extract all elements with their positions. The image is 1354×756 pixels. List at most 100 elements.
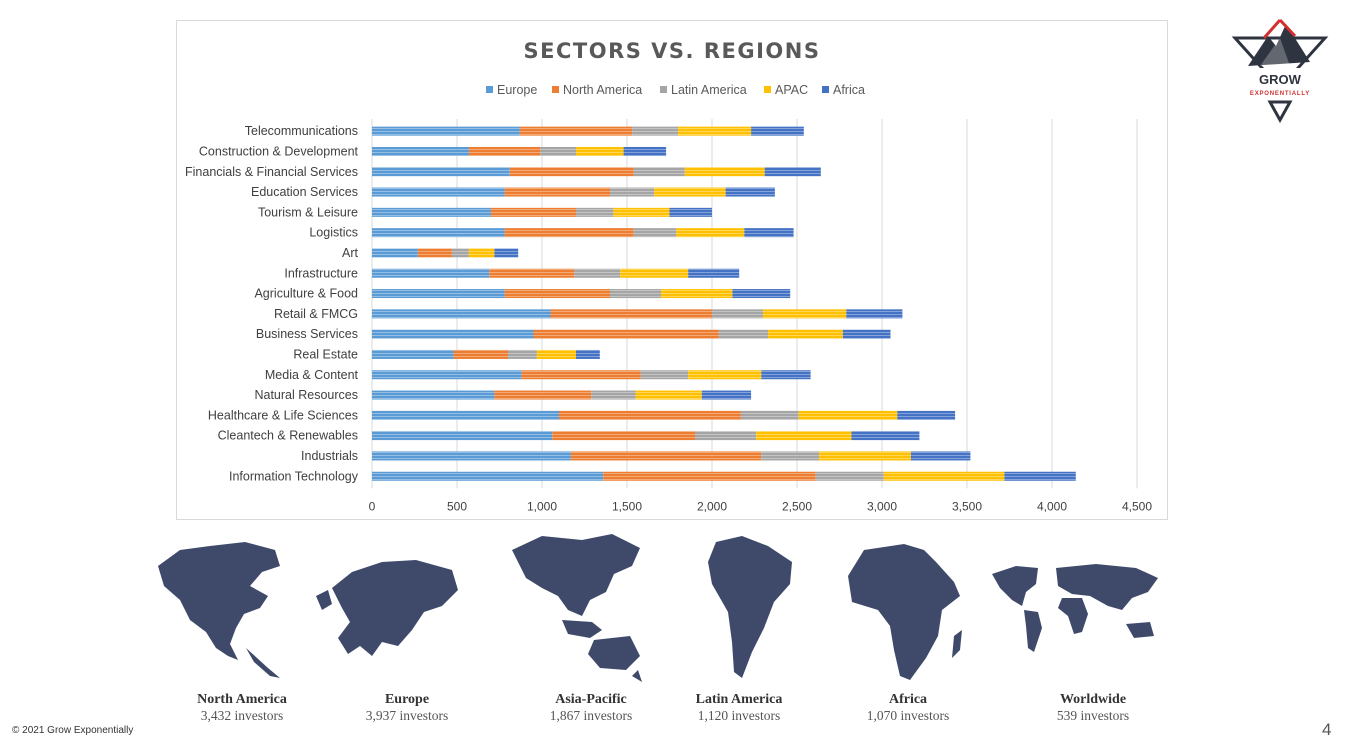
bar-segment-latin-america: [574, 268, 621, 278]
bar-segment-europe: [372, 167, 510, 177]
bar-segment-north-america: [468, 146, 541, 156]
bar-segment-africa: [494, 248, 519, 258]
bar-segment-latin-america: [632, 126, 678, 136]
region-investor-count: 3,937 investors: [365, 708, 449, 723]
region-worldwide: Worldwide 539 investors: [1008, 692, 1178, 724]
bar-segment-apac: [635, 390, 702, 400]
region-name: North America: [197, 692, 287, 707]
region-name: Asia-Pacific: [555, 692, 627, 707]
europe-map-icon: [316, 560, 458, 656]
region-north-america: North America 3,432 investors: [157, 692, 327, 724]
chart-panel: SECTORS VS. REGIONS Europe North America La…: [176, 20, 1168, 520]
bar-segment-apac: [768, 329, 843, 339]
legend-label-north-america: North America: [563, 83, 642, 97]
bar-segment-north-america: [603, 471, 816, 481]
bar-segment-latin-america: [576, 207, 614, 217]
region-maps: [150, 528, 1180, 688]
bar-segment-north-america: [552, 431, 695, 441]
bar-segment-africa: [897, 410, 956, 420]
bar-segment-europe: [372, 370, 522, 380]
legend-label-europe: Europe: [497, 83, 537, 97]
bar-segment-apac: [883, 471, 1005, 481]
bar-segment-europe: [372, 431, 553, 441]
bar-segment-latin-america: [451, 248, 469, 258]
bar-segment-apac: [678, 126, 752, 136]
x-tick-label: 500: [447, 499, 467, 513]
bar-segment-europe: [372, 268, 490, 278]
bar-segment-africa: [725, 187, 775, 197]
bar-segment-north-america: [504, 289, 610, 299]
bar-segment-apac: [819, 451, 911, 461]
bar-segment-north-america: [521, 370, 641, 380]
category-label: Healthcare & Life Sciences: [208, 408, 358, 422]
logo-word-grow: GROW: [1259, 72, 1302, 87]
bar-segment-north-america: [491, 207, 576, 217]
bar-segment-europe: [372, 126, 520, 136]
bar-segment-latin-america: [740, 410, 799, 420]
bar-segment-latin-america: [718, 329, 769, 339]
region-investor-count: 1,867 investors: [549, 708, 633, 723]
bar-segment-apac: [536, 349, 576, 359]
bar-segment-africa: [751, 126, 804, 136]
bar-segment-north-america: [494, 390, 592, 400]
bar-segment-africa: [846, 309, 903, 319]
africa-map-icon: [848, 544, 962, 680]
bar-segment-apac: [684, 167, 765, 177]
bar-segment-africa: [1004, 471, 1076, 481]
x-tick-label: 2,000: [697, 499, 727, 513]
stacked-bar-chart: SECTORS VS. REGIONS Europe North America La…: [185, 39, 1152, 513]
bar-segment-africa: [688, 268, 740, 278]
region-investor-count: 1,070 investors: [866, 708, 950, 723]
bar-segment-apac: [613, 207, 670, 217]
bar-segment-africa: [576, 349, 600, 359]
bar-segment-north-america: [504, 187, 610, 197]
bar-segment-apac: [468, 248, 495, 258]
bar-segment-north-america: [570, 451, 762, 461]
category-label: Logistics: [309, 226, 358, 240]
legend-swatch-latin-america: [660, 86, 667, 93]
legend-label-apac: APAC: [775, 83, 808, 97]
bar-segment-north-america: [489, 268, 575, 278]
bar-segment-europe: [372, 248, 418, 258]
region-investor-count: 539 investors: [1056, 708, 1130, 723]
category-label: Financials & Financial Services: [185, 165, 358, 179]
bar-segment-africa: [701, 390, 752, 400]
x-tick-label: 3,500: [952, 499, 982, 513]
category-label: Media & Content: [265, 368, 359, 382]
bar-segment-europe: [372, 390, 495, 400]
north-america-map-icon: [158, 542, 280, 678]
world-map-icon: [992, 564, 1158, 652]
legend-swatch-africa: [822, 86, 829, 93]
bar-segment-europe: [372, 471, 604, 481]
region-africa: Africa 1,070 investors: [823, 692, 993, 724]
bar-segment-europe: [372, 451, 571, 461]
bar-segment-latin-america: [712, 309, 763, 319]
legend-swatch-europe: [486, 86, 493, 93]
asia-pacific-map-icon: [512, 534, 642, 682]
bar-segment-latin-america: [761, 451, 820, 461]
bar-segment-apac: [661, 289, 733, 299]
region-investor-count: 3,432 investors: [200, 708, 284, 723]
region-name: Africa: [888, 692, 928, 707]
category-label: Art: [342, 246, 359, 260]
x-tick-label: 2,500: [782, 499, 812, 513]
bar-segment-latin-america: [633, 228, 677, 238]
latin-america-map-icon: [708, 536, 792, 678]
bar-segment-africa: [623, 146, 667, 156]
bar-segment-apac: [688, 370, 762, 380]
bar-segment-africa: [851, 431, 920, 441]
x-tick-label: 4,500: [1122, 499, 1152, 513]
bar-segment-apac: [654, 187, 726, 197]
category-label: Agriculture & Food: [254, 287, 358, 301]
category-label: Real Estate: [293, 347, 358, 361]
bar-segment-north-america: [533, 329, 719, 339]
bar-segment-europe: [372, 187, 505, 197]
footer-copyright: © 2021 Grow Exponentially: [12, 725, 134, 736]
region-latin-america: Latin America 1,120 investors: [654, 692, 824, 724]
x-tick-label: 4,000: [1037, 499, 1067, 513]
bar-segment-europe: [372, 349, 454, 359]
category-label: Industrials: [301, 449, 358, 463]
bar-segment-europe: [372, 410, 559, 420]
bar-segment-latin-america: [591, 390, 636, 400]
region-name: Worldwide: [1059, 692, 1127, 707]
